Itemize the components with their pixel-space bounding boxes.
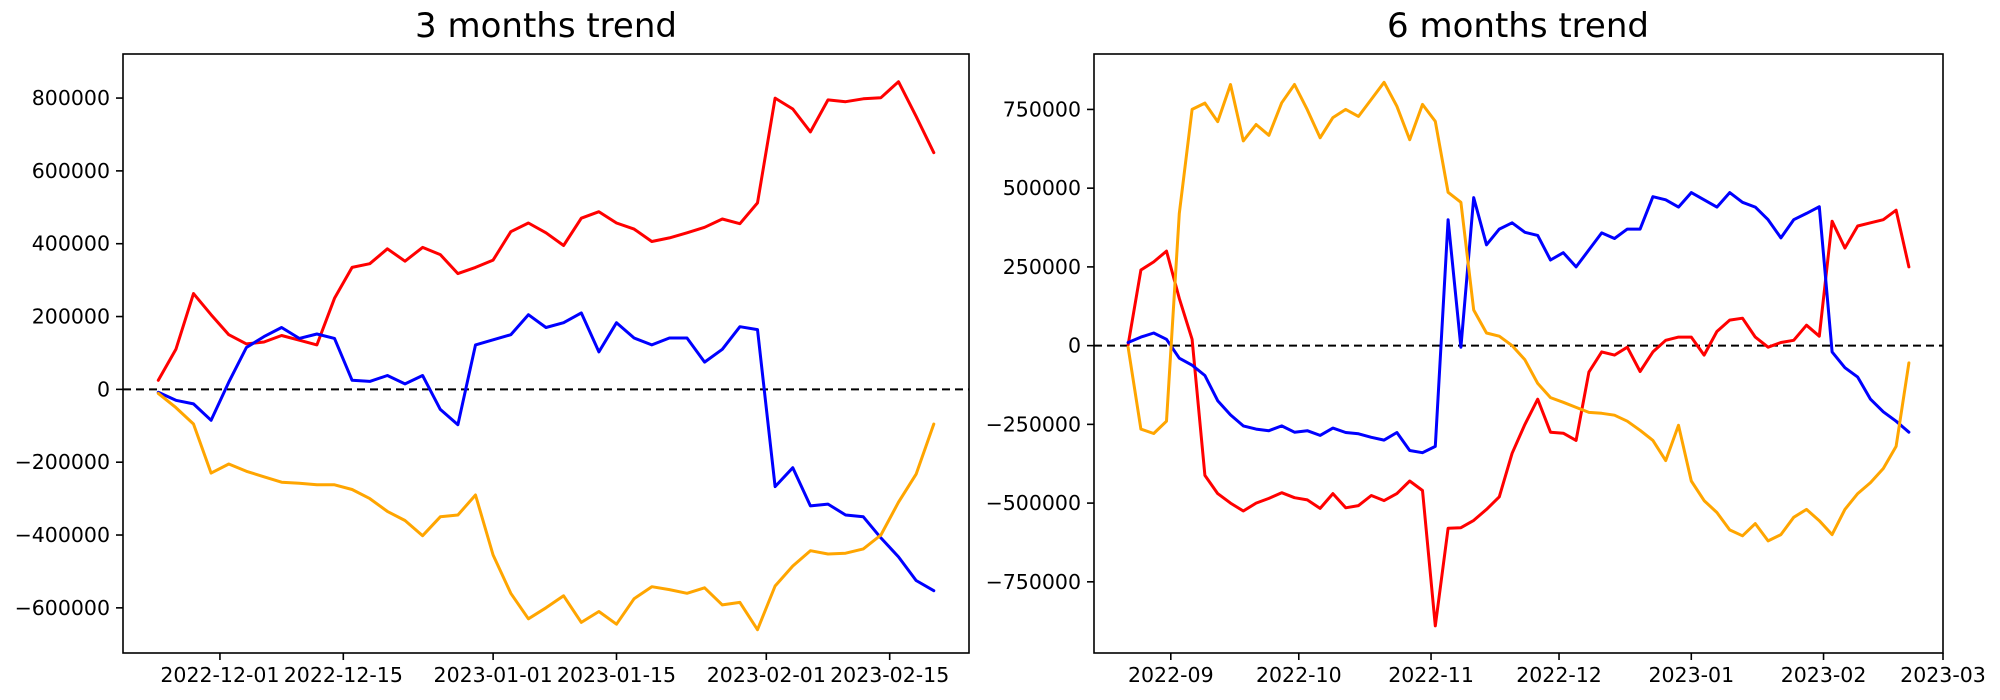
x-tick-label: 2023-01-15 <box>557 663 676 687</box>
y-tick-label: −250000 <box>986 412 1081 436</box>
y-tick-label: −500000 <box>986 491 1081 515</box>
y-tick-label: 0 <box>97 377 110 401</box>
y-tick-label: 800000 <box>32 86 110 110</box>
y-tick-label: 750000 <box>1003 97 1081 121</box>
axes-frame <box>1093 53 1944 654</box>
y-tick-label: 400000 <box>32 232 110 256</box>
x-tick-label: 2022-10 <box>1256 663 1342 687</box>
x-tick-label: 2023-02 <box>1781 663 1867 687</box>
chart-title-3-months-trend: 3 months trend <box>415 6 677 46</box>
series-orange-line <box>1126 80 1911 543</box>
x-tick-label: 2023-01 <box>1648 663 1734 687</box>
y-tick-label: 0 <box>1068 334 1081 358</box>
y-tick-label: −600000 <box>15 596 110 620</box>
series-blue-line <box>1126 191 1911 455</box>
y-tick-label: 250000 <box>1003 255 1081 279</box>
x-tick-label: 2023-03 <box>1900 663 1986 687</box>
x-tick-label: 2022-11 <box>1388 663 1474 687</box>
series-blue-line <box>156 311 936 593</box>
series-red-line <box>156 80 936 382</box>
series-orange-line <box>156 391 936 632</box>
x-tick-label: 2023-01-01 <box>434 663 553 687</box>
series-red-line <box>1126 208 1911 628</box>
y-tick-label: 600000 <box>32 159 110 183</box>
y-tick-label: −200000 <box>15 450 110 474</box>
x-tick-label: 2022-12-01 <box>160 663 279 687</box>
x-tick-label: 2022-12 <box>1516 663 1602 687</box>
y-tick-label: −750000 <box>986 570 1081 594</box>
x-tick-label: 2022-12-15 <box>284 663 403 687</box>
x-tick-label: 2022-09 <box>1128 663 1214 687</box>
y-tick-label: 200000 <box>32 305 110 329</box>
y-tick-label: 500000 <box>1003 176 1081 200</box>
chart-title-6-months-trend: 6 months trend <box>1387 6 1649 46</box>
x-tick-label: 2023-02-15 <box>830 663 949 687</box>
y-tick-label: −400000 <box>15 523 110 547</box>
x-tick-label: 2023-02-01 <box>707 663 826 687</box>
axes-frame <box>122 53 970 654</box>
